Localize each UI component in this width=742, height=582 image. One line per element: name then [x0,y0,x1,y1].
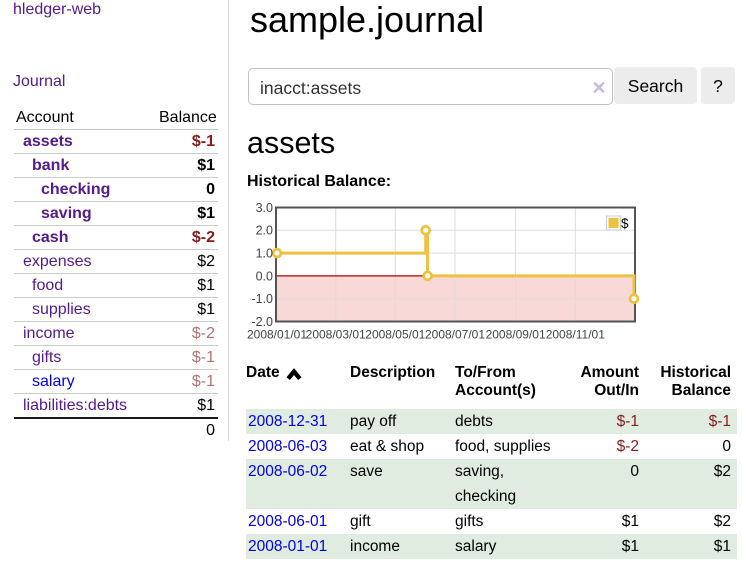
svg-text:$: $ [621,216,629,231]
svg-text:0.0: 0.0 [256,269,273,283]
svg-text:2.0: 2.0 [256,224,273,238]
svg-text:2008/11/01: 2008/11/01 [546,328,605,342]
svg-text:2008/01/01: 2008/01/01 [247,328,307,342]
svg-text:1.0: 1.0 [256,247,273,261]
svg-text:-2.0: -2.0 [251,315,273,329]
svg-text:3.0: 3.0 [256,201,273,215]
svg-text:2008/05/01: 2008/05/01 [365,328,425,342]
svg-text:2008/07/01: 2008/07/01 [425,328,485,342]
svg-text:2008/03/01: 2008/03/01 [306,328,366,342]
svg-text:-1.0: -1.0 [251,292,273,306]
svg-text:2008/09/01: 2008/09/01 [486,328,546,342]
